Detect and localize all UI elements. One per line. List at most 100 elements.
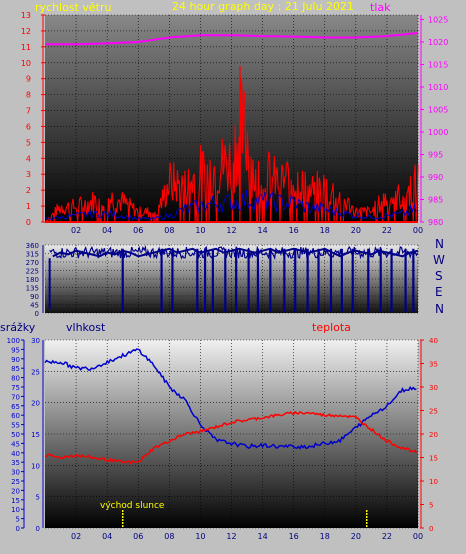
wind-speed-tick: 9 [26,75,31,84]
rain-tick: 45 [11,440,20,448]
rain-tick: 95 [11,346,20,354]
temperature-tick: 15 [429,455,438,463]
wind-marks [44,32,419,223]
rain-tick: 60 [11,412,20,420]
pressure-tick: 985 [428,196,443,205]
x-tick-label: 20 [351,532,361,541]
temperature-tick: 20 [429,431,438,439]
humidity-tick: 5 [36,494,40,502]
direction-trace [49,245,419,261]
x-tick-label: 12 [226,532,236,541]
x-tick-label: 14 [257,532,267,541]
x-tick-label: 02 [71,532,81,541]
humidity-tick: 15 [31,431,40,439]
x-tick-label: 00 [413,532,423,541]
wind-speed-tick: 8 [26,91,31,100]
pressure-tick: 980 [428,218,443,227]
wind-speed-tick: 12 [21,27,31,36]
humidity-tick: 25 [31,368,40,376]
rain-tick: 80 [11,375,20,383]
temperature-tick: 5 [429,502,433,510]
dir-label-n-top: N [435,237,444,251]
x-tick-label: 08 [164,226,174,235]
x-tick-label: 16 [289,226,299,235]
direction-tick: 135 [26,285,39,293]
rain-tick: 70 [11,393,20,401]
rain-tick: 25 [11,478,20,486]
rain-tick: 85 [11,365,20,373]
humidity-line [44,348,417,450]
rain-tick: 55 [11,422,20,430]
x-tick-label: 20 [351,226,361,235]
rain-tick: 15 [11,497,20,505]
rain-tick: 75 [11,384,20,392]
rain-tick: 65 [11,403,20,411]
humidity-tick: 20 [31,400,40,408]
wind-speed-tick: 7 [26,107,31,116]
wind-speed-tick: 4 [26,154,31,163]
temperature-tick: 10 [429,478,438,486]
wind-speed-tick: 1 [26,202,31,211]
rain-label: srážky [0,321,36,334]
wind-speed-tick: 0 [26,218,31,227]
direction-tick: 270 [26,259,39,267]
direction-tick: 0 [35,310,39,318]
dir-label-n-bottom: N [435,302,444,316]
dir-label-e: E [435,285,443,299]
temperature-tick: 0 [429,525,433,533]
temperature-tick: 25 [429,408,438,416]
x-tick-label: 00 [413,226,423,235]
wind-speed-tick: 5 [26,138,31,147]
wind-speed-tick: 10 [21,59,31,68]
x-tick-label: 12 [226,226,236,235]
temperature-tick: 35 [429,361,438,369]
wind-speed-tick: 3 [26,170,31,179]
dir-label-s: S [435,269,443,283]
humidity-tick: 0 [36,525,40,533]
wind-speed-label: rychlost větru [35,1,111,14]
direction-tick: 180 [26,276,39,284]
rain-tick: 10 [11,506,20,514]
pressure-tick: 1020 [428,38,448,47]
x-tick-label: 06 [133,532,143,541]
wind-speed-tick: 2 [26,186,31,195]
climate-marks [44,348,418,528]
wind-speed-tick: 13 [21,11,31,20]
humidity-tick: 30 [31,337,40,345]
direction-tick: 225 [26,268,39,276]
wind-speed-tick: 11 [21,43,31,52]
rain-tick: 20 [11,487,20,495]
x-tick-label: 18 [320,226,330,235]
chart-title: 24 hour graph day : 21 Julu 2021 [172,0,354,13]
direction-marks [48,245,419,313]
x-tick-label: 14 [257,226,267,235]
x-tick-label: 04 [102,532,112,541]
x-tick-label: 04 [102,226,112,235]
humidity-tick: 10 [31,462,40,470]
humidity-label: vlhkost [66,321,106,334]
x-tick-label: 10 [195,226,205,235]
pressure-line [45,32,419,46]
temperature-line [44,410,418,465]
temperature-tick: 40 [429,337,438,345]
x-tick-label: 22 [382,226,392,235]
pressure-tick: 1015 [428,61,448,70]
x-tick-label: 08 [164,532,174,541]
x-tick-label: 18 [320,532,330,541]
temperature-tick: 30 [429,384,438,392]
wind-avg-line [44,190,417,221]
x-tick-label: 22 [382,532,392,541]
pressure-tick: 995 [428,151,443,160]
rain-tick: 35 [11,459,20,467]
rain-tick: 5 [16,516,20,524]
rain-tick: 50 [11,431,20,439]
direction-tick: 45 [30,302,39,310]
x-tick-label: 10 [195,532,205,541]
pressure-tick: 990 [428,173,443,182]
x-tick-label: 02 [71,226,81,235]
direction-tick: 90 [30,293,39,301]
pressure-label: tlak [370,1,391,14]
rain-tick: 40 [11,450,20,458]
